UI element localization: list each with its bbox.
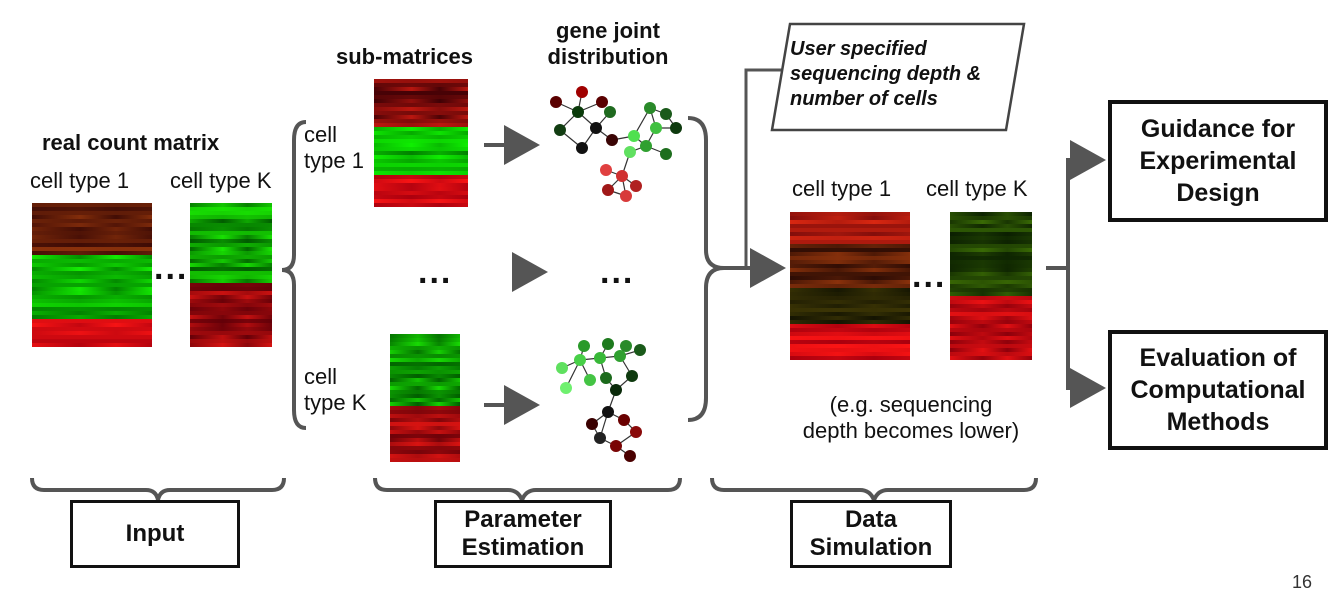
submatrix-cell-type-k	[390, 334, 460, 464]
gene-network-top-nodes	[550, 86, 682, 202]
parameter-estimation-line1: Parameter	[464, 506, 582, 533]
submatrix-ellipsis: ...	[418, 253, 453, 291]
guidance-line3: Design	[1176, 179, 1260, 207]
sub-cell-type-k-label: cell type K	[304, 364, 366, 416]
sub-cell-type-k-line1: cell	[304, 364, 338, 389]
example-note-line2: depth becomes lower)	[802, 418, 1020, 443]
input-heatmap-cell-type-k	[190, 203, 272, 349]
left-brace	[281, 120, 307, 430]
parameter-estimation-line2: Estimation	[461, 534, 585, 561]
user-note-line2: sequencing depth &	[790, 63, 982, 85]
example-note: (e.g. sequencing depth becomes lower)	[776, 392, 1046, 444]
right-brace	[687, 116, 725, 422]
evaluation-line1: Evaluation of	[1139, 344, 1297, 372]
sub-cell-type-1-label: cell type 1	[304, 122, 364, 174]
gene-joint-title-line1: gene joint	[556, 18, 660, 43]
bottom-brace-parameter	[373, 477, 682, 506]
guidance-box: Guidance for Experimental Design	[1108, 100, 1328, 222]
data-simulation-line1: Data	[844, 506, 897, 533]
sub-cell-type-k-line2: type K	[304, 390, 367, 415]
input-heatmap-cell-type-1	[32, 203, 152, 349]
guidance-line1: Guidance for	[1140, 115, 1296, 143]
evaluation-box: Evaluation of Computational Methods	[1108, 330, 1328, 450]
data-simulation-line2: Simulation	[809, 534, 933, 561]
input-label: Input	[125, 520, 185, 547]
bottom-brace-input	[30, 477, 286, 501]
example-note-line1: (e.g. sequencing	[829, 392, 993, 417]
user-note-line3: number of cells	[790, 88, 938, 110]
data-simulation-box: Data Simulation	[790, 500, 952, 568]
evaluation-line2: Computational	[1130, 376, 1306, 404]
sub-cell-type-1-line2: type 1	[304, 148, 364, 173]
simulated-heatmap-cell-type-k	[950, 212, 1032, 360]
gene-joint-title-line2: distribution	[547, 44, 669, 69]
arrow-to-evaluation	[1066, 268, 1106, 408]
page-number: 16	[1292, 572, 1313, 592]
user-note-line1: User specified	[790, 38, 927, 60]
parameter-estimation-box: Parameter Estimation	[434, 500, 612, 568]
gene-joint-title: gene joint distribution	[528, 18, 688, 70]
submatrices-title: sub-matrices	[336, 44, 473, 69]
bottom-brace-simulation	[710, 477, 1038, 506]
input-cell-type-1-label: cell type 1	[30, 168, 130, 193]
sim-cell-type-k-label: cell type K	[926, 176, 1028, 201]
simulation-ellipsis: ...	[912, 257, 947, 295]
gene-network-bottom-nodes	[556, 338, 646, 462]
submatrix-cell-type-1	[374, 79, 468, 209]
input-cell-type-k-label: cell type K	[170, 168, 272, 193]
user-note-text: User specified sequencing depth & number…	[790, 37, 981, 112]
input-title: real count matrix	[42, 130, 220, 155]
sub-cell-type-1-line1: cell	[304, 122, 338, 147]
evaluation-line3: Methods	[1166, 408, 1270, 436]
user-note-connector	[744, 68, 782, 268]
user-note-shape	[770, 22, 1026, 132]
distribution-ellipsis: ...	[600, 253, 635, 291]
guidance-line2: Experimental	[1139, 147, 1297, 175]
input-ellipsis: ...	[154, 249, 189, 287]
arrow-to-guidance	[1066, 140, 1106, 268]
simulated-heatmap-cell-type-1	[790, 212, 910, 360]
input-label-box: Input	[70, 500, 240, 568]
sim-cell-type-1-label: cell type 1	[792, 176, 892, 201]
